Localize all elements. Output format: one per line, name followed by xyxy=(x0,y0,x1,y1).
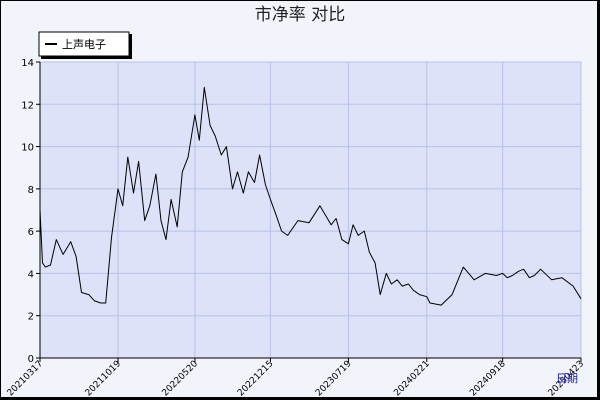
x-tick-label: 20211019 xyxy=(84,359,124,399)
x-tick-label: 20230719 xyxy=(314,359,354,399)
y-tick-label: 2 xyxy=(28,312,34,323)
y-tick-label: 0 xyxy=(28,354,34,365)
chart-title: 市净率 对比 xyxy=(255,5,345,25)
x-tick-labels: 20210317 20211019 20220520 20221215 20230719… xyxy=(6,359,586,399)
axes xyxy=(36,61,582,362)
y-tick-label: 8 xyxy=(28,185,34,196)
series-line-0 xyxy=(39,86,582,306)
y-tick-label: 12 xyxy=(21,100,34,111)
series-layer xyxy=(39,86,582,306)
legend: 上声电子 xyxy=(38,31,132,59)
legend-label: 上声电子 xyxy=(62,37,106,51)
x-tick-label: 20240918 xyxy=(468,359,508,399)
y-tick-label: 4 xyxy=(28,269,34,280)
y-tick-labels: 0 2 4 6 8 10 12 14 xyxy=(21,58,34,365)
y-tick-label: 10 xyxy=(21,143,34,154)
y-tick-label: 6 xyxy=(28,227,34,238)
legend-shadow-right xyxy=(129,34,132,58)
legend-shadow-bottom xyxy=(41,56,132,59)
x-tick-label: 20210317 xyxy=(6,359,45,398)
x-tick-label: 20220520 xyxy=(161,359,201,399)
plot-area xyxy=(40,62,581,358)
y-tick-label: 14 xyxy=(21,58,34,69)
x-tick-label: 20221215 xyxy=(236,359,275,398)
x-tick-label: 20240221 xyxy=(392,359,431,398)
x-axis-label: 日期 xyxy=(556,372,578,385)
